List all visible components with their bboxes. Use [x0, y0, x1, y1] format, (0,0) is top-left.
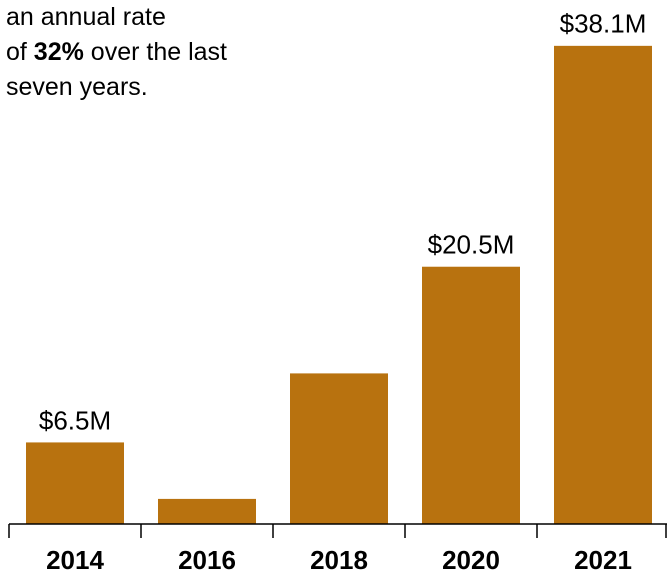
annotation-text: seven years.: [6, 73, 148, 101]
value-label: $20.5M: [428, 230, 515, 260]
annotation-line: an annual rate: [6, 3, 166, 31]
annotation-line: of 32% over the last: [6, 38, 227, 66]
value-label: $6.5M: [39, 405, 111, 435]
annotation-text: an annual rate: [6, 3, 166, 31]
bar: [554, 45, 652, 524]
bar: [26, 442, 124, 524]
bar: [422, 266, 520, 524]
annotation-text: of: [6, 38, 34, 66]
x-tick-label: 2021: [574, 545, 632, 575]
annotation-line: seven years.: [6, 73, 148, 101]
annotation-text: 32%: [34, 38, 84, 66]
annotation-text: over the last: [84, 38, 227, 66]
bar: [158, 498, 256, 524]
bar: [290, 373, 388, 524]
x-tick-label: 2020: [442, 545, 500, 575]
x-tick-label: 2016: [178, 545, 236, 575]
x-tick-label: 2018: [310, 545, 368, 575]
value-label: $38.1M: [560, 9, 647, 39]
x-tick-label: 2014: [46, 545, 104, 575]
